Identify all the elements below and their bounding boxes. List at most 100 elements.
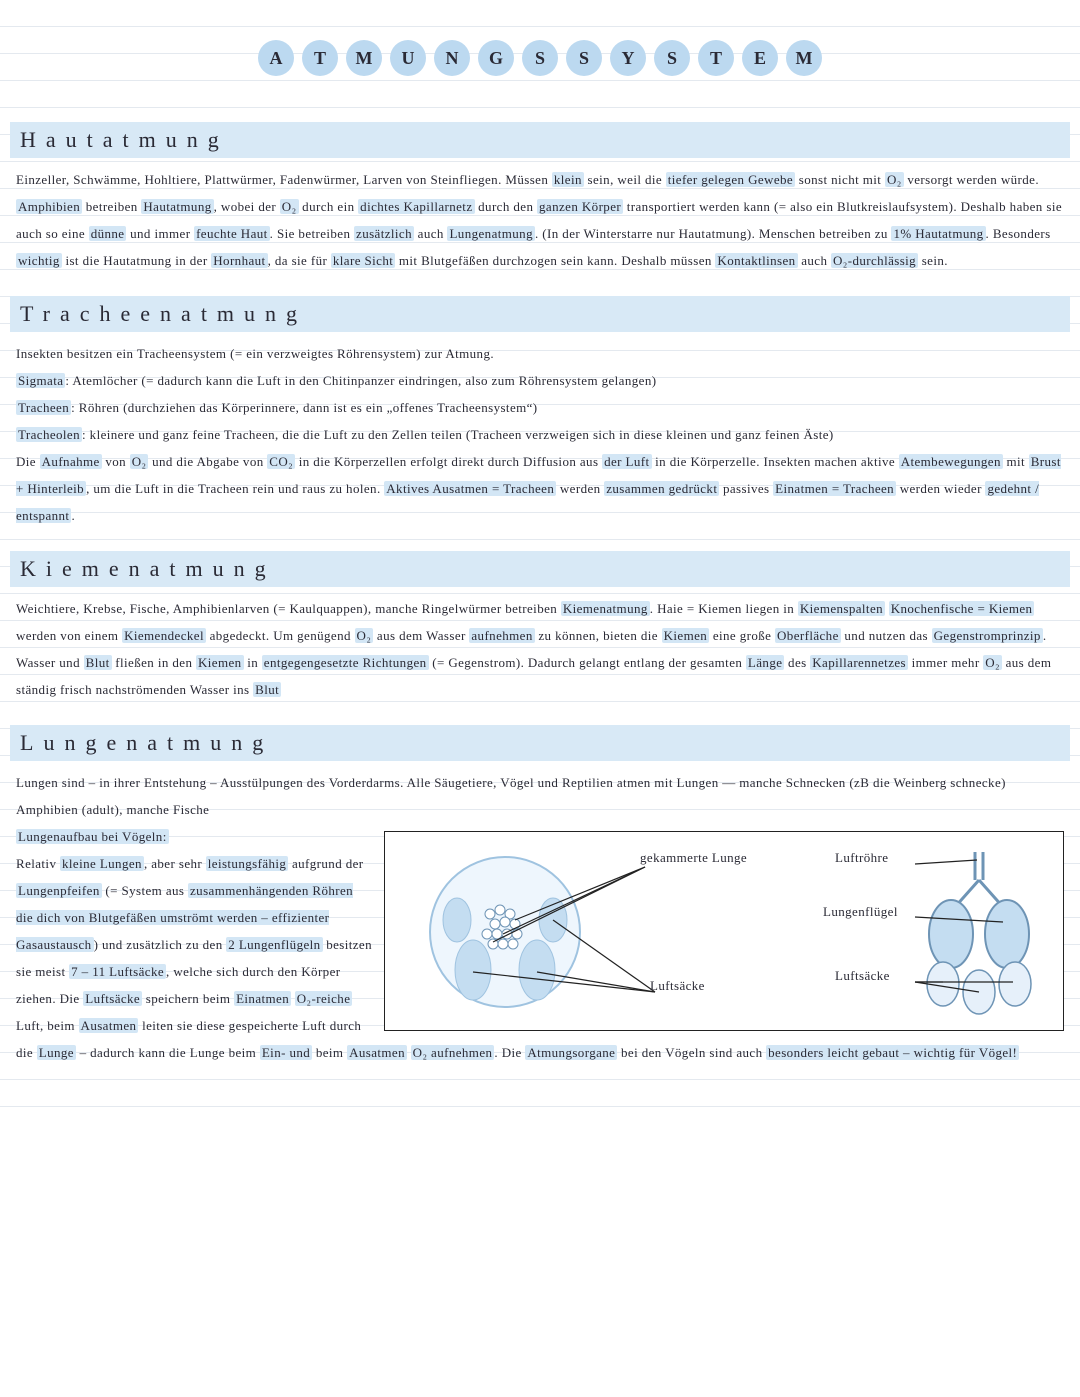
highlight: dünne <box>89 226 127 241</box>
highlight: Tracheen <box>16 400 71 415</box>
highlight: Aktives Ausatmen = Tracheen <box>384 481 556 496</box>
highlight: wichtig <box>16 253 62 268</box>
section-body-kiemen: Weichtiere, Krebse, Fische, Amphibienlar… <box>10 595 1070 703</box>
title-letter-bubble: N <box>434 40 470 76</box>
notes-page: ATMUNGSSYSTEM Hautatmung Einzeller, Schw… <box>0 0 1080 1126</box>
text: und immer <box>126 226 194 241</box>
text: des <box>784 655 810 670</box>
highlight: aufnehmen <box>469 628 534 643</box>
lung-diagram-wrap: gekammerte Lunge Luftsäcke Luftröhre Lun… <box>384 831 1064 1031</box>
text: sein, weil die <box>584 172 666 187</box>
page-title: ATMUNGSSYSTEM <box>10 0 1070 100</box>
section-heading-kiemen: Kiemenatmung <box>10 551 1070 587</box>
text: in die Körperzellen erfolgt direkt durch… <box>295 454 602 469</box>
text: in die Körperzelle. Insekten machen akti… <box>652 454 899 469</box>
text: betreiben <box>82 199 141 214</box>
highlight: Amphibien <box>16 199 82 214</box>
text: – dadurch kann die Lunge beim <box>76 1045 260 1060</box>
highlight: Gegenstromprinzip <box>932 628 1043 643</box>
highlight: Ausatmen <box>347 1045 407 1060</box>
text: immer mehr <box>908 655 983 670</box>
highlight: Länge <box>746 655 784 670</box>
text: werden <box>556 481 604 496</box>
text: fließen in den <box>112 655 196 670</box>
text: . Die <box>494 1045 525 1060</box>
text: aus dem Wasser <box>373 628 469 643</box>
highlight: tiefer gelegen Gewebe <box>666 172 795 187</box>
section-body-hautatmung: Einzeller, Schwämme, Hohltiere, Plattwür… <box>10 166 1070 274</box>
text: (= System aus <box>102 883 188 898</box>
highlight: Kiemenspalten <box>798 601 885 616</box>
title-letter-bubble: T <box>302 40 338 76</box>
highlight: O₂-reiche <box>295 991 353 1006</box>
highlight: entgegengesetzte Richtungen <box>262 655 429 670</box>
highlight: klein <box>552 172 584 187</box>
highlight: Einatmen = Tracheen <box>773 481 896 496</box>
highlight: Atmungsorgane <box>525 1045 617 1060</box>
text: , wobei der <box>214 199 280 214</box>
highlight: Kiemen <box>196 655 244 670</box>
highlight: klare Sicht <box>331 253 395 268</box>
text: passives <box>719 481 773 496</box>
text: ist die Hautatmung in der <box>62 253 211 268</box>
highlight: Lungenatmung <box>447 226 535 241</box>
highlight: O₂ <box>885 172 904 187</box>
text: . Besonders <box>986 226 1051 241</box>
text: Luft, beim <box>16 1018 79 1033</box>
text: Die <box>16 454 40 469</box>
text: : kleinere und ganz feine Tracheen, die … <box>82 427 834 442</box>
title-letter-bubble: T <box>698 40 734 76</box>
title-letter-bubble: M <box>346 40 382 76</box>
highlight: O₂ <box>280 199 299 214</box>
highlight: Einatmen <box>234 991 291 1006</box>
highlight: Blut <box>84 655 112 670</box>
title-letter-bubble: Y <box>610 40 646 76</box>
title-letter-bubble: G <box>478 40 514 76</box>
title-letter-bubble: E <box>742 40 778 76</box>
highlight: Atembewegungen <box>899 454 1003 469</box>
text: auch <box>798 253 831 268</box>
title-letter-bubble: S <box>566 40 602 76</box>
text: , da sie für <box>268 253 331 268</box>
text: sonst nicht mit <box>795 172 885 187</box>
highlight: Hautatmung <box>141 199 213 214</box>
text: speichern beim <box>142 991 234 1006</box>
text: mit Blutgefäßen durchzogen sein kann. De… <box>395 253 715 268</box>
highlight: 1% Hautatmung <box>891 226 985 241</box>
diagram-label-luftsacke-left: Luftsäcke <box>650 972 705 999</box>
text: auch <box>414 226 447 241</box>
text: durch ein <box>299 199 359 214</box>
highlight: Oberfläche <box>775 628 841 643</box>
highlight: Lunge <box>37 1045 76 1060</box>
text: (= Gegenstrom). Dadurch gelangt entlang … <box>429 655 746 670</box>
diagram-label-luftrohre: Luftröhre <box>835 844 888 871</box>
text: zu können, bieten die <box>535 628 662 643</box>
text: Relativ <box>16 856 60 871</box>
text: bei den Vögeln sind auch <box>617 1045 766 1060</box>
text: abgedeckt. Um genügend <box>206 628 355 643</box>
highlight: Kapillarennetzes <box>810 655 908 670</box>
highlight: Hornhaut <box>211 253 267 268</box>
highlight: Kiemen <box>662 628 710 643</box>
text: werden wieder <box>896 481 985 496</box>
diagram-label-lungenflugel: Lungenflügel <box>823 898 898 925</box>
text: ) und zusätzlich zu den <box>94 937 227 952</box>
text: durch den <box>475 199 538 214</box>
highlight: Sigmata <box>16 373 65 388</box>
text: von <box>102 454 130 469</box>
highlight: Ausatmen <box>79 1018 139 1033</box>
title-letter-bubble: S <box>522 40 558 76</box>
text: Lungen sind – in ihrer Entstehung – Auss… <box>16 775 1006 817</box>
text: . Haie = Kiemen liegen in <box>650 601 798 616</box>
title-letter-bubble: A <box>258 40 294 76</box>
highlight: O₂ <box>355 628 374 643</box>
text: Weichtiere, Krebse, Fische, Amphibienlar… <box>16 601 561 616</box>
text: versorgt werden würde. <box>904 172 1039 187</box>
highlight: Kontaktlinsen <box>715 253 797 268</box>
text: : Röhren (durchziehen das Körperinnere, … <box>71 400 537 415</box>
text: : Atemlöcher (= dadurch kann die Luft in… <box>65 373 656 388</box>
text: und die Abgabe von <box>148 454 267 469</box>
text: mit <box>1003 454 1029 469</box>
highlight: CO₂ <box>267 454 295 469</box>
text: aufgrund der <box>288 856 363 871</box>
